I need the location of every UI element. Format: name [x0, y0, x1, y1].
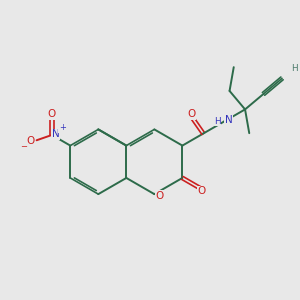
Text: O: O	[188, 110, 196, 119]
Text: +: +	[59, 123, 66, 132]
Text: O: O	[26, 136, 34, 146]
Text: N: N	[52, 129, 60, 139]
Text: O: O	[155, 191, 164, 201]
Text: N: N	[225, 115, 232, 125]
Text: H: H	[214, 117, 221, 126]
Text: O: O	[197, 186, 206, 196]
Text: H: H	[291, 64, 297, 73]
Text: O: O	[48, 110, 56, 119]
Text: −: −	[20, 142, 27, 151]
